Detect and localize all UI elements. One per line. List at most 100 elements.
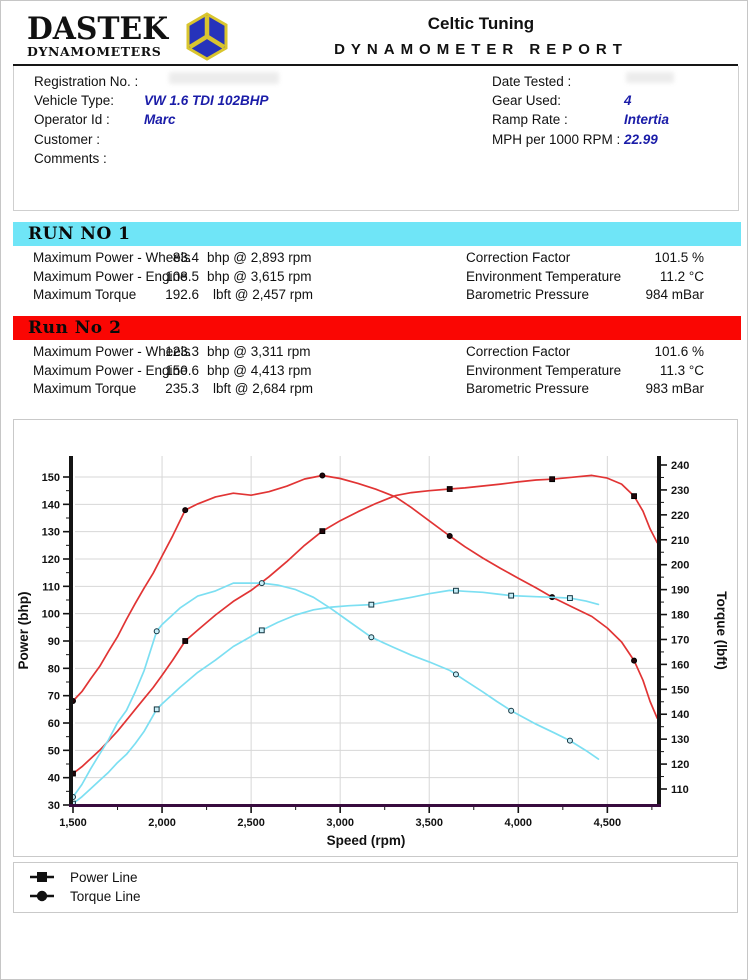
redacted-smudge [169, 72, 279, 84]
speed-axis-tick-label: 2,000 [148, 817, 176, 829]
dastek-logo-text: DASTEK DYNAMOMETERS [27, 10, 174, 59]
torque-line-marker-icon [30, 890, 54, 902]
torque-axis-tick-label: 170 [671, 634, 689, 646]
run1-torque-marker [452, 671, 459, 678]
chart-panel: 30 40 50 60 70 80 90 100 110 120 130 140 150 110 120 13… [13, 419, 738, 857]
run2-torque-marker [446, 533, 453, 540]
power-axis-tick-label: 120 [42, 554, 60, 566]
torque-axis-tick-label: 240 [671, 460, 689, 472]
dastek-gem-icon [186, 11, 228, 61]
run1-power-marker [368, 601, 375, 608]
power-axis-tick-label: 140 [42, 499, 60, 511]
run2-torque-curve [72, 474, 659, 720]
run2-stats: Maximum Power - Wheels 123.3 bhp @ 3,311 r… [13, 344, 738, 406]
run1-torque-marker [258, 580, 265, 587]
speed-axis-title: Speed (rpm) [327, 833, 406, 848]
run1-power-curve [72, 589, 600, 805]
run2-power-marker [631, 493, 637, 500]
info-mph-per-1000rpm: MPH per 1000 RPM :22.99 [492, 132, 658, 147]
torque-axis-line [657, 456, 661, 805]
info-comments: Comments : [34, 151, 107, 166]
run1-torque-curve [72, 582, 600, 798]
brand-name: DASTEK [27, 10, 169, 47]
report-title-block: Celtic Tuning DYNAMOMETER REPORT [230, 14, 738, 58]
run2-power-marker [446, 486, 453, 492]
info-vehicle-type: Vehicle Type: VW 1.6 TDI 102BHP [34, 93, 269, 108]
info-gear-used: Gear Used: 4 [492, 93, 632, 108]
speed-axis-tick-label: 3,500 [415, 817, 443, 829]
speed-axis-tick-label: 1,500 [59, 817, 87, 829]
torque-axis-tick-label: 150 [671, 684, 689, 696]
run2-torque-marker [319, 472, 326, 479]
report-header: DASTEK DYNAMOMETERS Celtic Tuning DYNAMO… [13, 8, 738, 64]
info-ramp-rate: Ramp Rate : Intertia [492, 112, 670, 127]
torque-axis-tick-label: 120 [671, 759, 689, 771]
torque-axis-tick-label: 220 [671, 510, 689, 522]
run1-torque-marker [368, 634, 375, 641]
power-axis-tick-label: 70 [48, 691, 60, 703]
stat-row: Maximum Torque 192.6 lbft @ 2,457 rpm Baro… [33, 287, 704, 302]
speed-axis-line [69, 804, 661, 807]
power-axis-title: Power (bhp) [16, 592, 31, 670]
stat-row: Maximum Torque 235.3 lbft @ 2,684 rpm Baro… [33, 381, 704, 396]
run2-power-curve [72, 474, 659, 775]
legend-item-torque: Torque Line [28, 888, 141, 904]
info-operator-id: Operator Id : Marc [34, 112, 176, 127]
run1-banner: RUN NO 1 [13, 222, 741, 246]
dyno-chart-svg: 30 40 50 60 70 80 90 100 110 120 130 140 150 110 120 13… [16, 456, 729, 848]
torque-axis-tick-label: 230 [671, 485, 689, 497]
torque-axis-title: Torque (lbft) [714, 591, 729, 669]
stat-row: Maximum Power - Engine 150.6 bhp @ 4,413 r… [33, 362, 704, 378]
run2-title: Run No 2 [28, 318, 122, 338]
run1-power-marker [453, 587, 459, 594]
speed-axis-tick-label: 3,000 [326, 817, 354, 829]
info-customer: Customer : [34, 132, 101, 147]
power-axis-tick-label: 30 [48, 800, 60, 812]
run1-torque-marker [508, 707, 515, 714]
info-date-tested: Date Tested : [492, 74, 572, 89]
legend-label: Power Line [70, 869, 138, 885]
power-axis-tick-label: 50 [48, 745, 60, 757]
torque-axis-tick-label: 160 [671, 659, 689, 671]
run1-power-marker [567, 595, 573, 601]
run2-torque-marker [631, 657, 638, 664]
page-title: Celtic Tuning [427, 14, 535, 33]
torque-axis-tick-label: 180 [671, 610, 689, 622]
header-divider [13, 64, 738, 67]
torque-axis-tick-label: 190 [671, 585, 689, 597]
run2-power-marker [182, 638, 189, 644]
torque-axis-tick-label: 210 [671, 535, 689, 547]
stat-row: Maximum Power - Engine 108.5 bhp @ 3,615 r… [33, 268, 704, 284]
torque-axis-tick-label: 130 [671, 734, 689, 746]
power-axis-tick-label: 100 [42, 609, 60, 621]
run1-stats: Maximum Power - Wheels 83.4 bhp @ 2,893 rp… [13, 250, 738, 312]
power-axis-tick-label: 80 [48, 663, 60, 675]
chart-legend: Power Line Torque Line [13, 862, 738, 913]
power-axis-tick-label: 90 [48, 636, 60, 648]
redacted-smudge [626, 72, 674, 83]
legend-item-power: Power Line [28, 869, 138, 885]
speed-axis-tick-label: 4,500 [594, 817, 622, 829]
stat-row: Maximum Power - Wheels 83.4 bhp @ 2,893 rp… [33, 250, 704, 265]
power-line-marker-icon [30, 872, 54, 882]
info-section: Registration No. : Vehicle Type: VW 1.6 T… [13, 66, 739, 211]
power-axis-tick-label: 60 [48, 718, 60, 730]
run1-power-marker [153, 706, 160, 713]
power-axis-tick-label: 110 [42, 581, 60, 593]
power-axis-tick-label: 150 [42, 472, 60, 484]
run1-power-marker [508, 592, 515, 599]
torque-axis-tick-label: 200 [671, 560, 689, 572]
torque-axis-tick-label: 110 [671, 784, 689, 796]
run2-power-marker [319, 528, 326, 535]
run2-torque-marker [182, 507, 189, 514]
power-axis-tick-label: 130 [42, 527, 60, 539]
speed-axis-tick-label: 4,000 [505, 817, 533, 829]
run1-torque-marker [153, 628, 160, 635]
power-axis-line [69, 456, 73, 805]
speed-axis-tick-label: 2,500 [237, 817, 265, 829]
run1-torque-marker [566, 737, 573, 744]
run1-power-marker [258, 627, 265, 634]
power-axis-tick-label: 40 [48, 773, 60, 785]
brand-subname: DYNAMOMETERS [27, 43, 162, 59]
